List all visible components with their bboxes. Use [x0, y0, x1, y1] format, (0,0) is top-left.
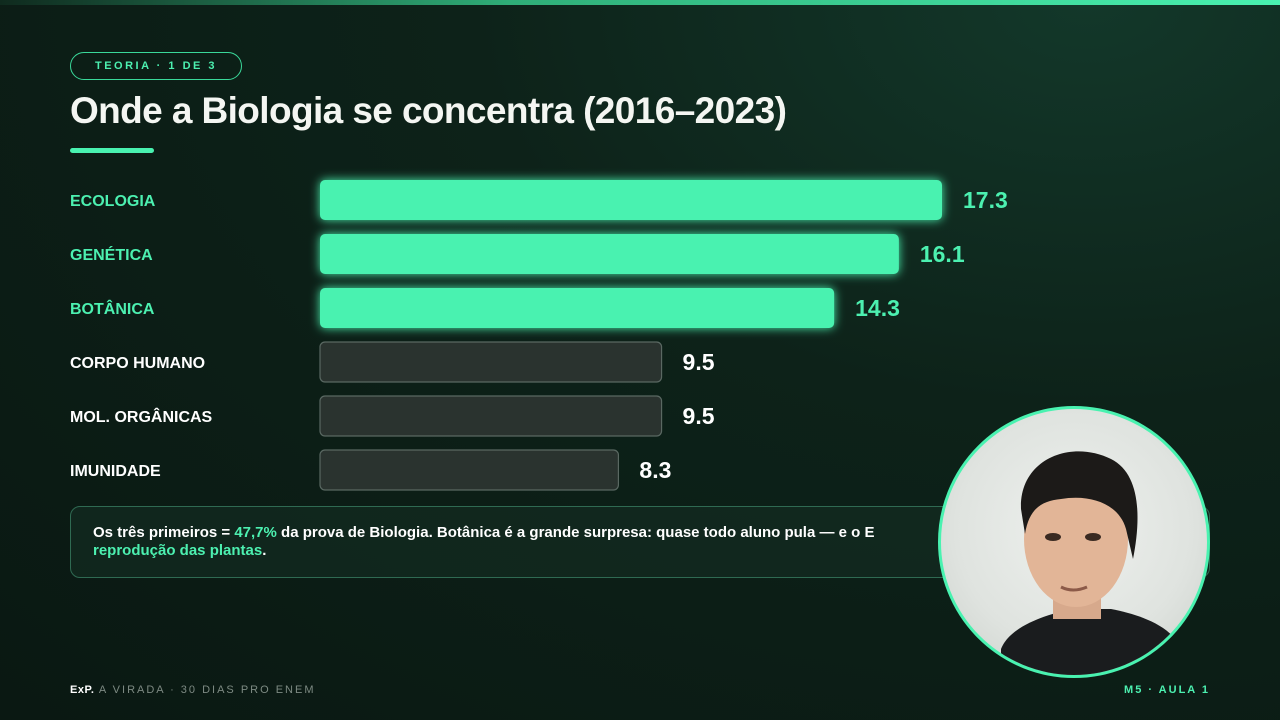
callout-line-1: Os três primeiros = 47,7% da prova de Bi… [93, 524, 1187, 542]
bar-chart: ECOLOGIA 17.3 GENÉTICA 16.1 BOTÂNICA 14.3 CORP… [70, 180, 1008, 491]
presenter-video-icon [1001, 451, 1181, 675]
bar-genetica [320, 234, 899, 274]
category-label-imunidade: IMUNIDADE [70, 463, 161, 480]
category-label-botanica: BOTÂNICA [70, 299, 155, 318]
value-label-corpo-humano: 9.5 [683, 349, 715, 375]
page-title: Onde a Biologia se concentra (2016–2023) [70, 90, 787, 131]
brand-logo: ExP. [70, 684, 95, 696]
bar-botanica [320, 288, 835, 328]
category-label-corpo-humano: CORPO HUMANO [70, 355, 205, 372]
value-label-genetica: 16.1 [920, 241, 965, 267]
value-label-botanica: 14.3 [855, 295, 900, 321]
value-label-ecologia: 17.3 [963, 187, 1008, 213]
webcam-overlay [938, 406, 1210, 678]
callout-text-1: Os três primeiros = [93, 524, 235, 541]
callout-highlight-topic: reprodução das plantas [93, 542, 263, 559]
value-label-imunidade: 8.3 [639, 457, 671, 483]
value-label-mol-organicas: 9.5 [683, 403, 715, 429]
callout-highlight-percent: 47,7% [234, 524, 277, 541]
bar-mol-organicas [319, 395, 663, 437]
bar-corpo-humano [319, 341, 663, 383]
bar-imunidade [319, 449, 620, 491]
section-badge: TEORIA · 1 DE 3 [70, 52, 242, 80]
lesson-indicator: M5 · AULA 1 [1124, 684, 1210, 696]
callout-text-2: da prova de Biologia. Botânica é a grand… [276, 524, 875, 541]
series-name: A VIRADA · 30 DIAS PRO ENEM [94, 684, 316, 696]
top-accent-line [0, 0, 1280, 5]
callout-text-3: . [262, 542, 267, 559]
bar-ecologia [320, 180, 942, 220]
category-label-genetica: GENÉTICA [70, 245, 153, 264]
category-label-mol-organicas: MOL. ORGÂNICAS [70, 407, 213, 426]
callout-line-2: reprodução das plantas. [93, 542, 1187, 560]
footer-series: ExP. A VIRADA · 30 DIAS PRO ENEM [70, 684, 316, 696]
title-underline [70, 148, 154, 153]
category-label-ecologia: ECOLOGIA [70, 193, 156, 210]
